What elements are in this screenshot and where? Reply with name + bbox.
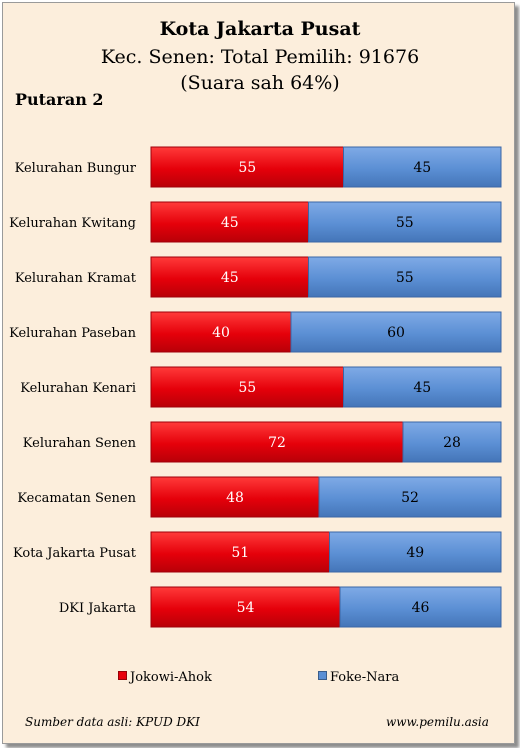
bar-segment-foke-nara <box>308 256 502 298</box>
bar-chart: Kelurahan Bungur 55 45 Kelurahan Kwitang 45 5… <box>9 146 502 628</box>
data-label: 52 <box>401 490 419 506</box>
data-label: 55 <box>238 380 256 396</box>
source-note: Sumber data asli: KPUD DKI <box>25 715 200 729</box>
bar-segment-jokowi-ahok <box>150 146 344 188</box>
data-label: 48 <box>226 490 244 506</box>
bar-segment-jokowi-ahok <box>150 366 344 408</box>
data-label: 40 <box>212 325 230 341</box>
chart-subtitle: Kec. Senen: Total Pemilih: 91676 <box>100 46 420 68</box>
legend-swatch-red <box>118 671 127 680</box>
bar-segment-foke-nara <box>318 476 502 518</box>
chart-title: Kota Jakarta Pusat <box>159 18 361 40</box>
round-label: Putaran 2 <box>15 90 104 109</box>
category-label: Kelurahan Kwitang <box>9 216 136 231</box>
data-label: 72 <box>268 435 286 451</box>
category-label: Kecamatan Senen <box>17 491 136 506</box>
bar-segment-foke-nara <box>329 531 502 573</box>
data-label: 55 <box>396 215 414 231</box>
data-label: 45 <box>413 380 431 396</box>
bar-segment-jokowi-ahok <box>150 311 292 353</box>
bar-segment-jokowi-ahok <box>150 421 404 463</box>
bar-segment-jokowi-ahok <box>150 256 309 298</box>
data-label: 45 <box>221 270 239 286</box>
category-label: Kelurahan Senen <box>23 436 137 451</box>
legend-label: Foke-Nara <box>330 670 400 685</box>
category-label: Kelurahan Paseban <box>9 326 137 341</box>
bar-segment-foke-nara <box>343 146 502 188</box>
legend-swatch-blue <box>318 671 327 680</box>
data-label: 45 <box>221 215 239 231</box>
data-label: 28 <box>443 435 461 451</box>
data-label: 45 <box>413 160 431 176</box>
category-label: Kota Jakarta Pusat <box>13 546 137 561</box>
bar-segment-jokowi-ahok <box>150 476 320 518</box>
bar-segment-jokowi-ahok <box>150 586 341 628</box>
data-label: 60 <box>387 325 405 341</box>
data-label: 55 <box>238 160 256 176</box>
category-label: DKI Jakarta <box>59 601 136 616</box>
bar-segment-jokowi-ahok <box>150 531 330 573</box>
data-label: 46 <box>412 600 430 616</box>
bar-segment-foke-nara <box>343 366 502 408</box>
data-label: 49 <box>406 545 424 561</box>
bar-segment-foke-nara <box>308 201 502 243</box>
data-label: 55 <box>396 270 414 286</box>
category-label: Kelurahan Bungur <box>15 161 137 176</box>
legend-item-foke-nara: Foke-Nara <box>318 670 399 685</box>
bar-segment-foke-nara <box>290 311 502 353</box>
category-label: Kelurahan Kramat <box>15 271 137 286</box>
legend-item-jokowi-ahok: Jokowi-Ahok <box>118 670 212 685</box>
bar-segment-foke-nara <box>402 421 502 463</box>
data-label: 54 <box>237 600 255 616</box>
category-label: Kelurahan Kenari <box>20 381 136 396</box>
data-label: 51 <box>231 545 249 561</box>
legend-label: Jokowi-Ahok <box>130 670 212 685</box>
chart-subtitle-valid-votes: (Suara sah 64%) <box>180 72 340 94</box>
bar-segment-foke-nara <box>339 586 502 628</box>
website-label: www.pemilu.asia <box>386 715 489 729</box>
